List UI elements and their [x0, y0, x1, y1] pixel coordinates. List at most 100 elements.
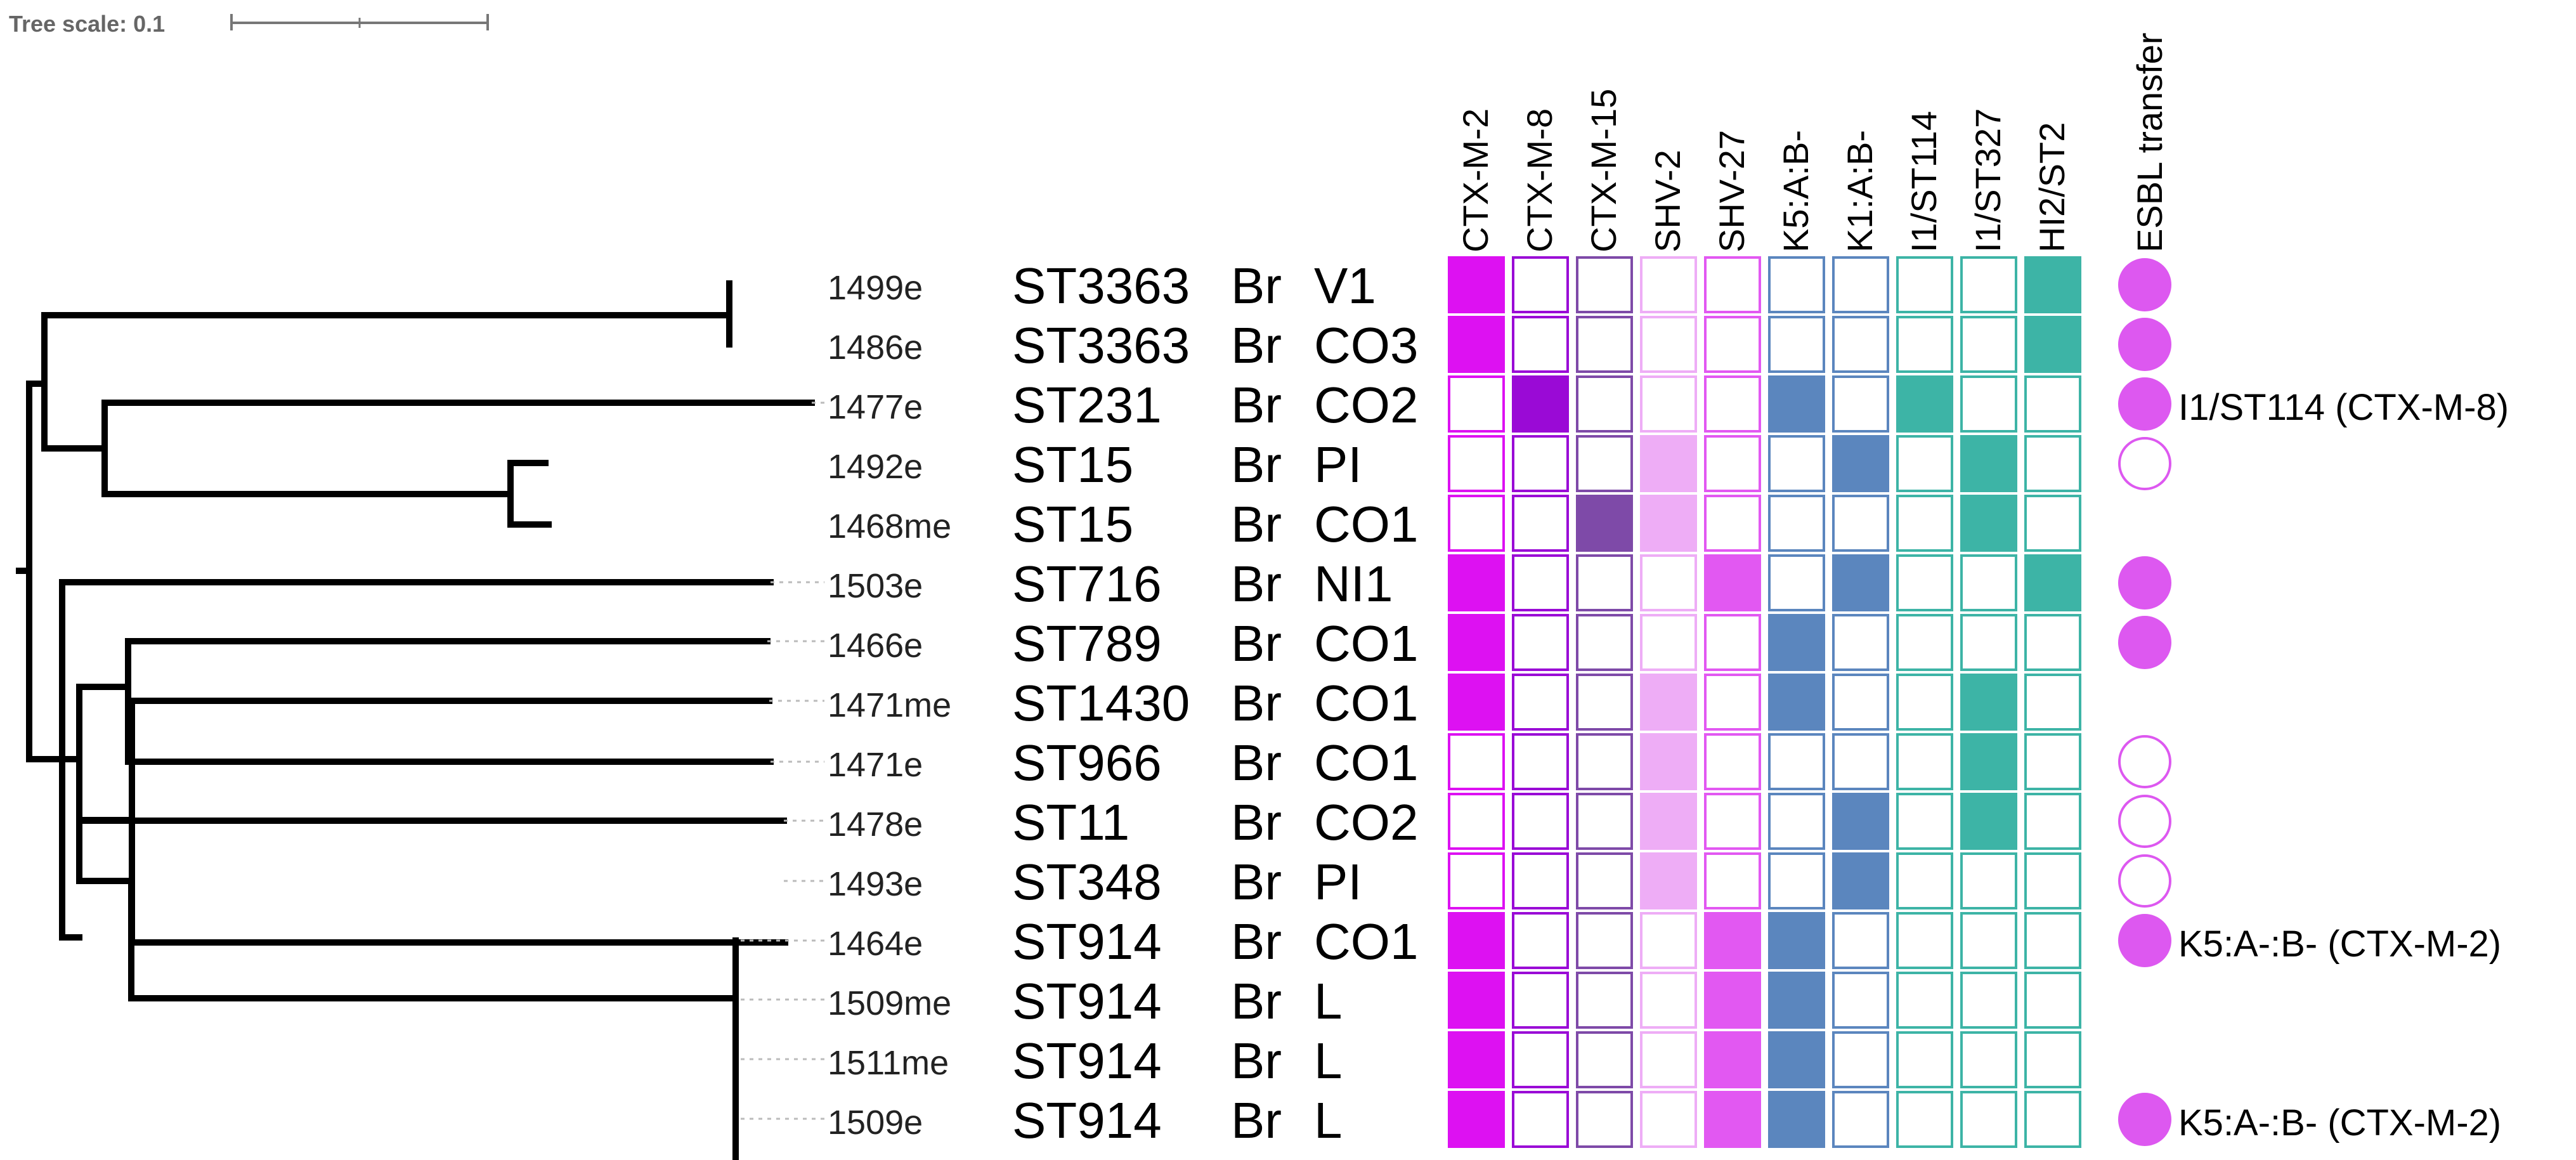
esbl-transfer-positive	[2118, 258, 2171, 311]
cell-absent	[1448, 852, 1505, 909]
cell-absent	[1896, 852, 1953, 909]
cell-absent	[1832, 1091, 1889, 1148]
sample-row: 1499e ST3363 Br V1	[828, 256, 2171, 314]
cell-absent	[1448, 435, 1505, 492]
sample-row: 1471me ST1430 Br CO1	[828, 674, 2081, 731]
cell-present	[1704, 1091, 1761, 1148]
cell-absent	[2024, 375, 2081, 433]
sample-site: CO1	[1314, 496, 1419, 552]
cell-absent	[1960, 1091, 2017, 1148]
cell-absent	[1448, 495, 1505, 552]
cell-present	[1768, 972, 1825, 1029]
sample-site: CO1	[1314, 675, 1419, 731]
cell-absent	[1448, 375, 1505, 433]
cell-present	[1448, 614, 1505, 671]
phylogenetic-tree	[16, 280, 815, 1160]
cell-present	[1832, 554, 1889, 611]
sample-id: 1471e	[828, 746, 923, 784]
sequence-type: ST914	[1012, 973, 1162, 1029]
cell-absent	[2024, 733, 2081, 790]
sample-id: 1471me	[828, 686, 951, 724]
sample-id: 1466e	[828, 627, 923, 665]
cell-absent	[2024, 852, 2081, 909]
esbl-transfer-positive	[2118, 318, 2171, 371]
cell-absent	[1832, 1031, 1889, 1088]
sequence-type: ST15	[1012, 436, 1133, 493]
sample-site: CO2	[1314, 377, 1419, 433]
cell-absent	[1640, 1031, 1697, 1088]
sample-id: 1477e	[828, 388, 923, 426]
cell-absent	[1512, 316, 1569, 373]
cell-absent	[1512, 614, 1569, 671]
host-code: Br	[1231, 377, 1282, 433]
cell-absent	[1704, 733, 1761, 790]
column-header: CTX-M-8	[1519, 108, 1559, 252]
host-code: Br	[1231, 556, 1282, 612]
host-code: Br	[1231, 436, 1282, 493]
cell-absent	[1704, 435, 1761, 492]
cell-absent	[1576, 852, 1633, 909]
sample-id: 1499e	[828, 269, 923, 307]
cell-absent	[1640, 614, 1697, 671]
cell-absent	[1576, 912, 1633, 969]
cell-present	[1768, 375, 1825, 433]
cell-present	[1704, 1031, 1761, 1088]
cell-present	[1576, 495, 1633, 552]
sample-id: 1468me	[828, 507, 951, 545]
cell-absent	[1960, 1031, 2017, 1088]
cell-absent	[1896, 793, 1953, 850]
cell-present	[1768, 1091, 1825, 1148]
cell-absent	[1512, 972, 1569, 1029]
cell-absent	[1768, 435, 1825, 492]
cell-present	[1832, 852, 1889, 909]
cell-absent	[1640, 554, 1697, 611]
sample-site: L	[1314, 973, 1343, 1029]
cell-absent	[1512, 1091, 1569, 1148]
cell-absent	[1576, 1091, 1633, 1148]
cell-absent	[1896, 1031, 1953, 1088]
sample-site: CO1	[1314, 615, 1419, 672]
esbl-transfer-positive	[2118, 556, 2171, 609]
sequence-type: ST914	[1012, 913, 1162, 970]
cell-present	[1640, 435, 1697, 492]
cell-absent	[2024, 793, 2081, 850]
cell-absent	[1896, 674, 1953, 731]
cell-present	[1960, 674, 2017, 731]
sample-id: 1464e	[828, 925, 923, 963]
sample-id: 1478e	[828, 805, 923, 844]
cell-present	[1448, 912, 1505, 969]
cell-absent	[1576, 972, 1633, 1029]
sequence-type: ST716	[1012, 556, 1162, 612]
cell-absent	[1640, 256, 1697, 313]
cell-absent	[1704, 793, 1761, 850]
cell-present	[1832, 435, 1889, 492]
sample-row: 1509e ST914 Br L K5:A-:B- (CTX-M-2)	[828, 1091, 2501, 1149]
host-code: Br	[1231, 913, 1282, 970]
cell-present	[1768, 674, 1825, 731]
sample-row: 1509me ST914 Br L	[828, 972, 2081, 1029]
sample-row: 1464e ST914 Br CO1 K5:A-:B- (CTX-M-2)	[828, 912, 2501, 970]
cell-absent	[1576, 614, 1633, 671]
column-header: CTX-M-2	[1455, 108, 1495, 252]
cell-absent	[2024, 1031, 2081, 1088]
cell-present	[1448, 674, 1505, 731]
cell-present	[1768, 614, 1825, 671]
cell-present	[1448, 256, 1505, 313]
cell-absent	[1640, 375, 1697, 433]
cell-absent	[1832, 733, 1889, 790]
sample-site: L	[1314, 1033, 1343, 1089]
cell-absent	[1768, 495, 1825, 552]
cell-absent	[1704, 256, 1761, 313]
esbl-transfer-positive	[2118, 377, 2171, 431]
sample-row: 1478e ST11 Br CO2	[828, 793, 2171, 850]
column-header: I1/ST114	[1904, 111, 1944, 252]
cell-present	[2024, 256, 2081, 313]
cell-present	[2024, 554, 2081, 611]
cell-absent	[1896, 972, 1953, 1029]
cell-absent	[1704, 495, 1761, 552]
host-code: Br	[1231, 317, 1282, 374]
cell-absent	[2024, 495, 2081, 552]
sample-site: NI1	[1314, 556, 1393, 612]
cell-absent	[2024, 972, 2081, 1029]
